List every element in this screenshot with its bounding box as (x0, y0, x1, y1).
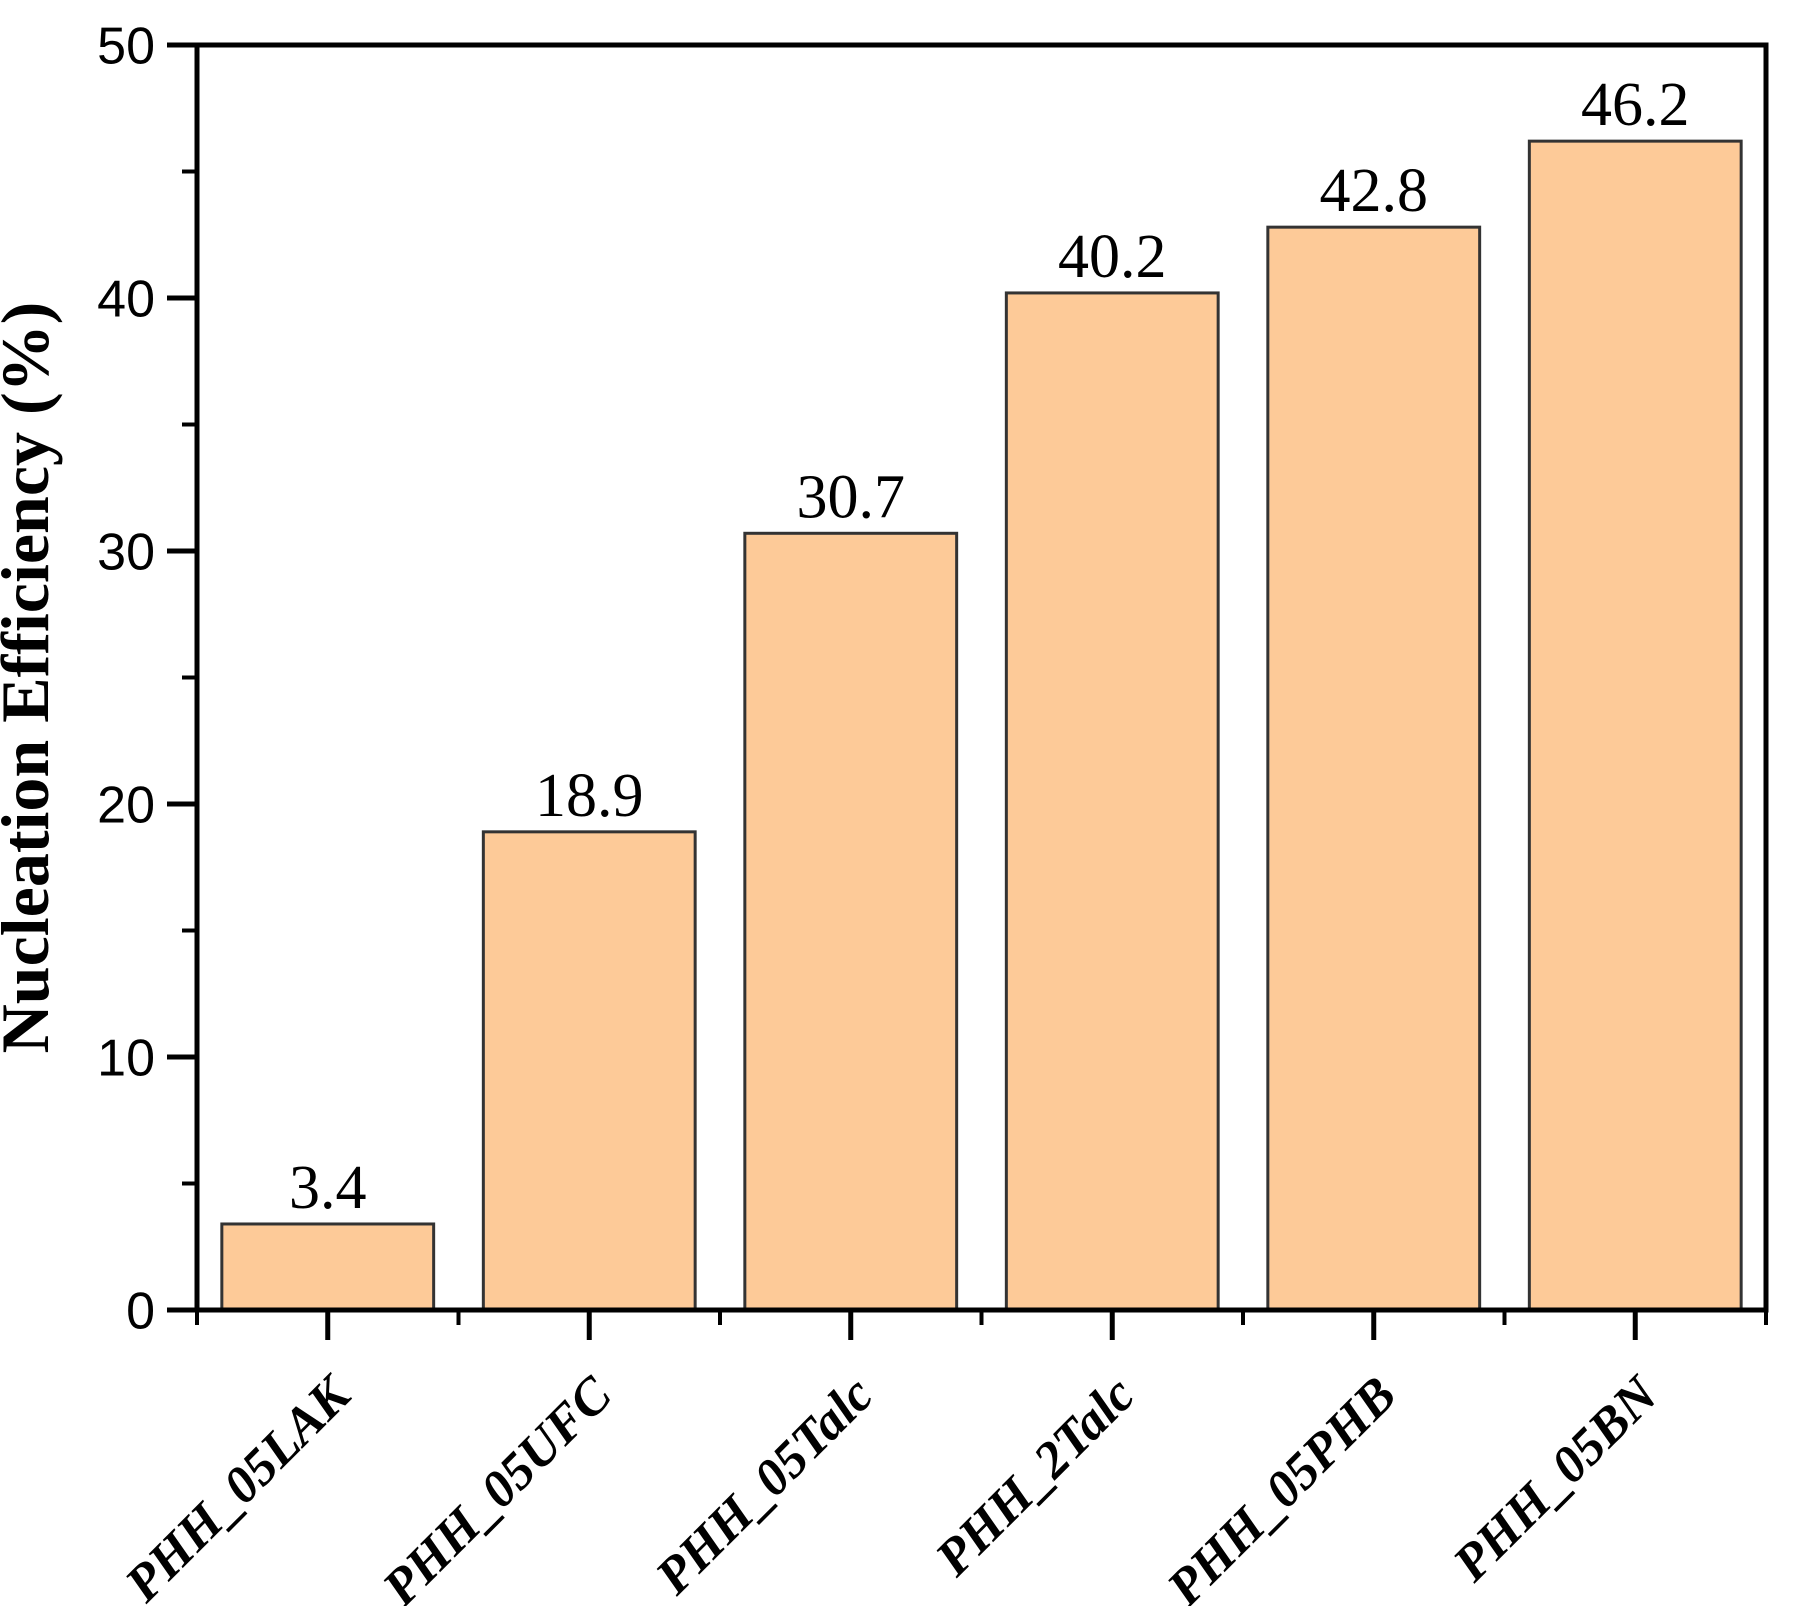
y-axis-title: Nucleation Efficiency (%) (0, 302, 63, 1054)
x-category-label: PHH_2Talc (924, 1366, 1145, 1587)
x-category-label: PHH_05PHB (1156, 1366, 1407, 1606)
y-tick-label: 10 (97, 1030, 155, 1088)
bar-value-label: 30.7 (797, 463, 906, 531)
y-tick-label: 0 (126, 1283, 155, 1341)
bar-PHH_05UFC (481, 830, 697, 1312)
bar-value-label: 46.2 (1581, 71, 1690, 139)
y-tick-label: 50 (97, 18, 155, 76)
x-category-label: PHH_05Talc (644, 1366, 884, 1606)
bar-value-label: 18.9 (535, 762, 644, 830)
bar-PHH_05LAK (220, 1222, 436, 1312)
bar-PHH_05PHB (1266, 225, 1482, 1312)
bar-PHH_05Talc (743, 531, 959, 1312)
x-category-label: PHH_05UFC (371, 1365, 623, 1606)
bar-PHH_2Talc (1004, 291, 1220, 1312)
bar-value-label: 40.2 (1058, 223, 1167, 291)
x-category-label: PHH_05BN (1442, 1364, 1671, 1593)
y-tick-label: 30 (97, 524, 155, 582)
plot-frame (194, 42, 1769, 1313)
bar-PHH_05BN (1527, 139, 1743, 1312)
bar-value-label: 42.8 (1320, 157, 1429, 225)
y-tick-label: 40 (97, 271, 155, 329)
bar-value-label: 3.4 (289, 1154, 367, 1222)
x-category-label: PHH_05LAK (114, 1364, 364, 1606)
y-tick-label: 20 (97, 777, 155, 835)
